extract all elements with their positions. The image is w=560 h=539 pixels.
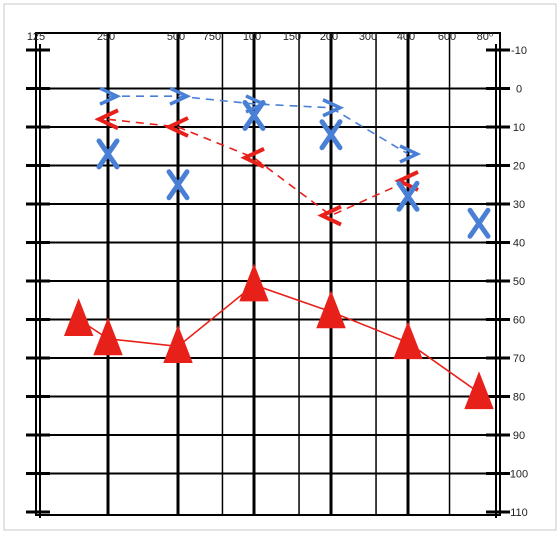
x-tick-label: 750 — [203, 31, 221, 43]
y-tick-label: 20 — [513, 161, 525, 173]
marker-triangle — [464, 371, 494, 410]
plot-border — [35, 32, 501, 516]
marker-chevron-right — [169, 86, 192, 106]
marker-chevron-right — [399, 144, 422, 164]
marker-x-stroke — [242, 99, 266, 131]
y-tick-label: 80 — [513, 392, 525, 404]
y-tick-label: 60 — [513, 315, 525, 327]
x-tick-label: 100 — [243, 31, 261, 43]
marker-triangle — [63, 298, 94, 336]
marker-x-stroke — [467, 207, 491, 239]
x-tick-label: 150 — [283, 31, 301, 43]
y-tick-labels: -10 0 10 20 30 40 50 60 70 80 90 100 110 — [510, 45, 528, 519]
ticks — [26, 44, 510, 518]
marker-x-stroke — [96, 138, 120, 170]
series-markers — [63, 86, 494, 410]
marker-triangle — [316, 290, 346, 329]
y-tick-label: 100 — [510, 469, 528, 481]
x-tick-label: 125 — [27, 31, 45, 43]
y-tick-label: 0 — [516, 84, 522, 96]
marker-x — [242, 99, 266, 131]
marker-chevron-left — [240, 146, 265, 169]
marker-x — [396, 180, 420, 212]
marker-x — [319, 119, 343, 151]
x-tick-label: 400 — [397, 31, 415, 43]
marker-triangle — [93, 317, 123, 356]
marker-triangle — [163, 325, 193, 363]
marker-x — [166, 169, 190, 201]
x-tick-label: 200 — [320, 31, 338, 43]
x-tick-label: 500 — [167, 31, 185, 43]
y-tick-label: 10 — [513, 122, 525, 134]
y-tick-label: 110 — [510, 507, 528, 519]
series-line-chevron-right — [108, 95, 409, 155]
y-tick-label: 70 — [513, 353, 525, 365]
marker-chevron-right — [322, 98, 345, 118]
marker-x-stroke — [396, 180, 420, 212]
y-tick-label: 50 — [513, 276, 525, 288]
x-tick-label: 80⁰ — [477, 31, 494, 43]
y-tick-label: -10 — [511, 45, 527, 57]
marker-x-stroke — [319, 119, 343, 151]
marker-chevron-left — [94, 108, 119, 131]
marker-x — [96, 138, 120, 170]
outer-border — [3, 3, 557, 531]
y-tick-label: 90 — [513, 430, 525, 442]
marker-x-stroke — [166, 169, 190, 201]
y-tick-label: 40 — [513, 238, 525, 250]
series-line-chevron-left — [107, 118, 409, 217]
y-tick-label: 30 — [513, 199, 525, 211]
marker-x — [467, 207, 491, 239]
marker-chevron-right — [99, 86, 122, 106]
marker-triangle — [393, 321, 423, 360]
x-tick-label: 250 — [97, 31, 115, 43]
x-tick-label: 600 — [438, 31, 456, 43]
marker-triangle — [239, 263, 269, 302]
x-tick-labels: 125 250 500 750 100 150 200 300 400 600 80⁰ — [27, 31, 494, 43]
marker-chevron-left — [317, 204, 342, 227]
x-tick-label: 300 — [359, 31, 377, 43]
marker-chevron-left — [164, 116, 189, 138]
